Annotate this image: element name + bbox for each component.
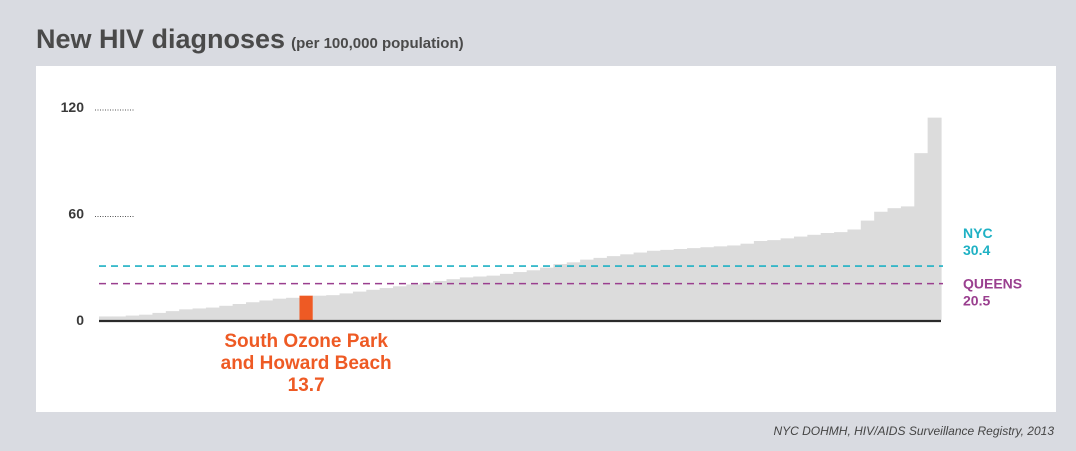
bar [740,243,755,320]
bar [499,273,514,320]
bar [152,312,167,320]
bar [673,249,688,320]
bar [606,256,621,320]
bar [593,257,608,321]
bar [312,295,327,320]
bar [219,305,234,320]
bar [847,229,862,320]
bar-highlight [299,295,313,320]
chart-title-row: New HIV diagnoses (per 100,000 population… [36,24,464,55]
bar-series [99,117,942,321]
bar [727,245,742,320]
bar [713,246,728,320]
bar [753,241,768,320]
bar [660,249,675,320]
reference-value-queens: 20.5 [963,293,990,309]
bar [379,288,394,320]
bar [99,316,113,320]
bar [566,262,581,320]
bar [393,286,407,320]
bar [780,238,795,320]
bar [433,280,448,320]
bar [286,297,301,320]
bar [352,291,367,320]
bar [620,254,635,320]
bar [900,206,915,320]
highlight-label-line: and Howard Beach [221,353,392,374]
reference-label-queens: QUEENS [963,276,1022,292]
bar [112,316,127,320]
y-tick-label: 0 [76,312,84,328]
bar [767,240,782,321]
bar [232,304,247,320]
bar [272,298,287,320]
bar [459,277,474,320]
bar [165,311,180,321]
reference-label-nyc: NYC [963,225,993,241]
highlight-label-line: 13.7 [288,375,325,396]
bar [446,279,461,320]
bar [179,309,194,320]
chart-title: New HIV diagnoses [36,24,286,54]
bar [139,314,154,320]
bar [807,234,822,320]
bar [513,272,528,320]
highlight-label-line: South Ozone Park [224,331,388,352]
chart-subtitle: (per 100,000 population) [291,35,464,52]
bar [860,220,875,320]
bar [834,232,849,320]
bar [820,233,835,320]
bar [793,236,808,320]
bar [914,153,929,320]
bar [927,117,942,321]
source-note: NYC DOHMH, HIV/AIDS Surveillance Registr… [773,424,1054,438]
bar [646,250,661,320]
bar [553,264,568,320]
bar [326,295,341,320]
bar [580,259,595,320]
bar [887,208,902,320]
bar [366,289,381,320]
bar [125,315,140,320]
bar [246,302,260,320]
bar [473,276,488,320]
y-tick-label: 120 [61,99,85,115]
bar [192,308,207,320]
bar [419,282,434,320]
bar [259,300,274,320]
bar [486,275,501,321]
reference-value-nyc: 30.4 [963,242,990,258]
bar [540,267,555,320]
y-tick-label: 60 [68,206,84,222]
bar [339,293,354,321]
bar [526,270,541,320]
chart-panel: 120 60 0 NYC 30.4 QUEENS 20.5 South Ozone Par… [36,66,1056,412]
y-axis-ticks: 120 60 0 [61,99,134,328]
bar [205,307,220,320]
bar [633,252,648,320]
bar [406,284,421,320]
